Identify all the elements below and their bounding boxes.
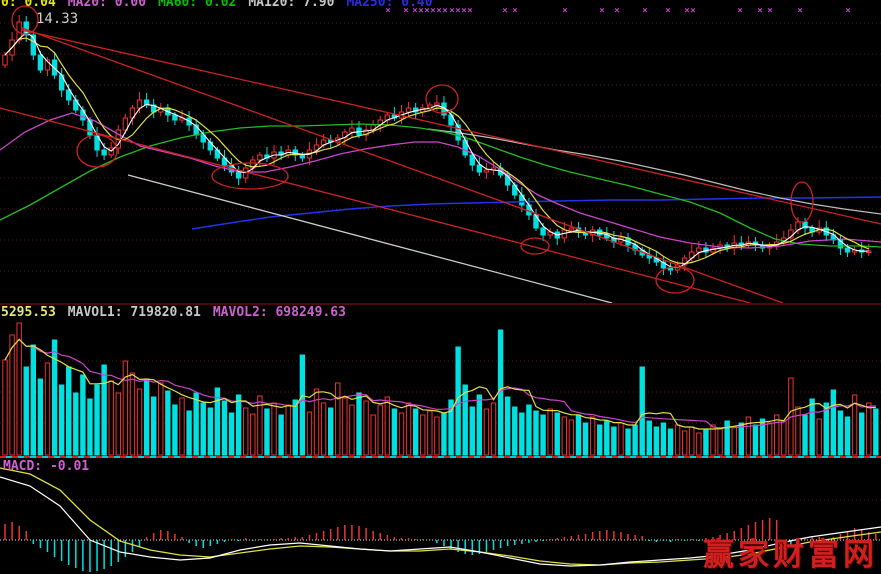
macd-pane-indicator-header: MACD: -0.01 (3, 459, 101, 474)
svg-text:×: × (418, 6, 423, 16)
svg-text:×: × (642, 6, 647, 16)
svg-text:×: × (467, 6, 472, 16)
svg-text:×: × (690, 6, 695, 16)
svg-text:×: × (385, 6, 390, 16)
price-pane[interactable] (0, 0, 881, 303)
svg-text:×: × (614, 6, 619, 16)
indicator-value-label: MA120: 7.90 (248, 0, 335, 10)
svg-text:×: × (442, 6, 447, 16)
macd-value-label: MACD: -0.01 (3, 459, 90, 474)
high-price-label: 14.33 (36, 11, 79, 27)
svg-text:×: × (436, 6, 441, 16)
svg-text:×: × (412, 6, 417, 16)
volume-pane[interactable] (0, 305, 881, 457)
svg-text:×: × (449, 6, 454, 16)
svg-text:×: × (757, 6, 762, 16)
svg-text:×: × (461, 6, 466, 16)
mavol-lines (4, 338, 876, 430)
indicator-value-label: MA60: 0.02 (158, 0, 237, 10)
svg-text:×: × (455, 6, 460, 16)
indicator-value-label: MAVOL1: 719820.81 (67, 305, 201, 320)
svg-text:×: × (512, 6, 517, 16)
pane-separators (0, 303, 881, 458)
circle-annotations (11, 5, 814, 294)
indicator-value-label: 5295.53 (1, 305, 56, 320)
price-ma-lines (0, 31, 881, 269)
svg-text:×: × (737, 6, 742, 16)
site-watermark: 赢家财富网 (703, 537, 878, 573)
svg-text:×: × (424, 6, 429, 16)
svg-text:×: × (845, 6, 850, 16)
svg-text:×: × (599, 6, 604, 16)
indicator-value-label: 0: 0.04 (1, 0, 56, 10)
volume-pane-indicator-header: 5295.53 MAVOL1: 719820.81 MAVOL2: 698249.6… (1, 305, 358, 320)
macd-dif-dea-lines (0, 467, 881, 567)
svg-text:×: × (430, 6, 435, 16)
trend-lines (0, 27, 881, 304)
volume-bars (2, 322, 879, 456)
svg-text:×: × (684, 6, 689, 16)
event-x-marks: ×××××××××××××××××××××××××× (385, 6, 850, 16)
svg-text:×: × (502, 6, 507, 16)
indicator-value-label: MA250: 0.40 (346, 0, 433, 10)
svg-text:×: × (403, 6, 408, 16)
indicator-value-label: MAVOL2: 698249.63 (212, 305, 346, 320)
svg-text:×: × (562, 6, 567, 16)
svg-text:×: × (665, 6, 670, 16)
price-pane-indicator-header: 0: 0.04 MA20: 0.00 MA60: 0.02 MA120: 7.90 MA… (1, 0, 445, 10)
svg-text:×: × (797, 6, 802, 16)
indicator-value-label: MA20: 0.00 (67, 0, 147, 10)
svg-text:×: × (767, 6, 772, 16)
